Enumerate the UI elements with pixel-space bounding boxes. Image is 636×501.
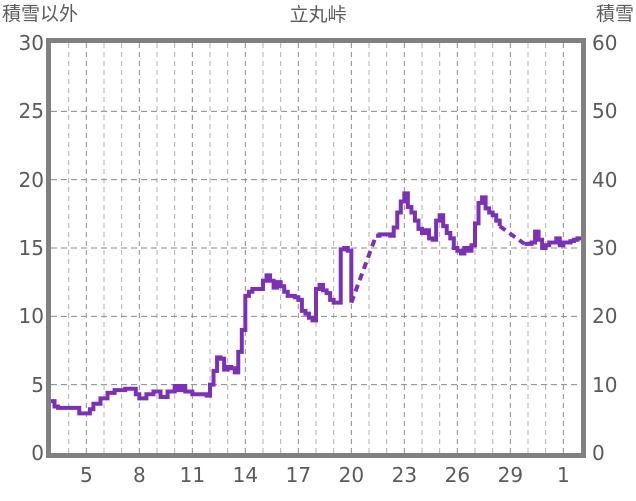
y-axis-right-tick-label: 10: [592, 372, 618, 397]
left-axis-title: 積雪以外: [2, 3, 79, 25]
data-line-segment: [51, 246, 354, 416]
right-axis-title: 積雪: [595, 3, 634, 25]
data-line-segment: [524, 229, 581, 250]
chart-title: 立丸峠: [289, 4, 347, 26]
x-axis-tick-label: 26: [444, 463, 471, 487]
data-series-group: [51, 191, 581, 416]
y-axis-right-tick-label: 20: [592, 304, 618, 329]
y-axis-right-tick-label: 40: [592, 167, 618, 192]
y-axis-left-tick-label: 25: [18, 99, 44, 124]
y-axis-left-tick-label: 20: [18, 167, 44, 192]
y-axis-right-tick-label: 60: [592, 31, 618, 55]
y-axis-left-tick-label: 5: [31, 372, 44, 397]
data-line-gap-segment: [498, 224, 526, 246]
x-axis-tick-label: 11: [179, 463, 206, 487]
y-axis-left-tick-label: 30: [18, 31, 44, 55]
data-line-segment: [376, 191, 502, 256]
plot-area: [46, 38, 586, 458]
chart-svg: [51, 43, 581, 453]
y-axis-right-tick-label: 0: [592, 441, 605, 465]
x-axis-tick-label: 17: [285, 463, 312, 487]
y-axis-left-tick-label: 0: [31, 441, 44, 465]
y-axis-left-tick-label: 15: [18, 236, 44, 260]
x-axis-tick-label: 1: [556, 463, 570, 487]
x-axis-tick-label: 20: [338, 463, 365, 487]
plot-inner: [51, 43, 581, 453]
x-axis-tick-label: 8: [132, 463, 146, 487]
x-axis-tick-label: 23: [391, 463, 418, 487]
x-axis-tick-label: 14: [232, 463, 259, 487]
y-axis-left-tick-label: 10: [18, 304, 44, 329]
x-axis-tick-label: 5: [79, 463, 93, 487]
y-axis-right-tick-label: 30: [592, 236, 618, 260]
x-axis-tick-label: 29: [497, 463, 524, 487]
data-line-gap-segment: [349, 235, 378, 304]
y-axis-right-tick-label: 50: [592, 99, 618, 124]
